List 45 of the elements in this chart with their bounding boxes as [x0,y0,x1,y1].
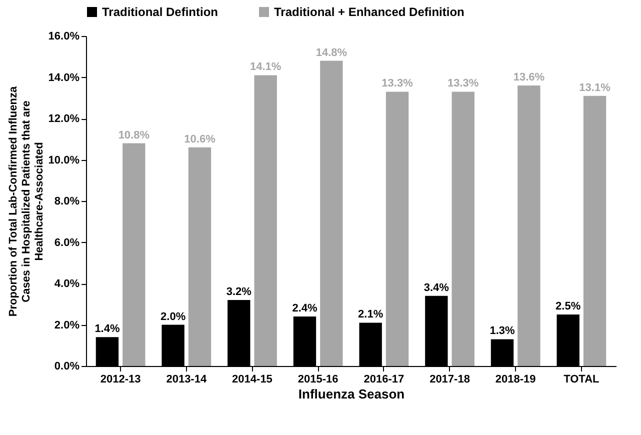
x-tick-label: 2018-19 [495,374,536,386]
y-tick-label: 8.0% [54,196,80,208]
data-label: 14.8% [316,46,348,59]
legend-label: Traditional Defintion [102,5,218,19]
data-label: 2.0% [160,310,186,323]
y-tick-label: 12.0% [48,113,80,125]
bar [254,75,277,366]
x-tick-label: 2014-15 [232,374,272,386]
bar [583,96,606,366]
data-label: 13.3% [382,78,414,90]
x-tick-label: TOTAL [564,374,600,386]
y-tick-label: 4.0% [54,278,80,290]
y-tick-label: 10.0% [48,154,80,166]
data-label: 13.3% [448,78,479,90]
x-axis-title: Influenza Season [298,386,405,402]
bar [386,92,409,366]
x-tick-label: 2013-14 [166,374,208,386]
data-label: 2.5% [556,300,581,312]
data-label: 2.4% [292,302,318,314]
y-tick-label: 0.0% [54,360,80,372]
legend-label: Traditional + Enhanced Definition [274,5,464,19]
bar [122,143,146,366]
y-tick-label: 16.0% [48,30,80,42]
data-label: 1.4% [94,323,120,336]
data-label: 13.6% [513,72,545,84]
y-tick-label: 14.0% [48,72,80,84]
y-axis-title: Proportion of Total Lab-Confirmed Influenza Cases in Hospitalized Patients that are Healthcare-Associated [7,86,46,317]
data-label: 14.1% [250,61,282,74]
bar [518,86,540,366]
data-label: 1.3% [490,325,516,338]
data-label: 3.2% [226,286,252,298]
data-label: 10.8% [118,129,150,142]
data-label: 10.6% [184,133,216,146]
x-tick-label: 2012-13 [100,374,141,386]
x-tick-label: 2015-16 [298,374,338,386]
bar [188,147,212,366]
data-label: 2.1% [358,308,384,321]
x-tick-label: 2016-17 [364,374,404,386]
x-tick-label: 2017-18 [430,374,470,386]
data-label: 3.4% [424,282,450,294]
bar [320,60,343,366]
data-label: 13.1% [579,82,611,94]
bar [452,92,474,366]
y-tick-label: 6.0% [54,236,80,249]
y-tick-label: 2.0% [54,319,80,332]
